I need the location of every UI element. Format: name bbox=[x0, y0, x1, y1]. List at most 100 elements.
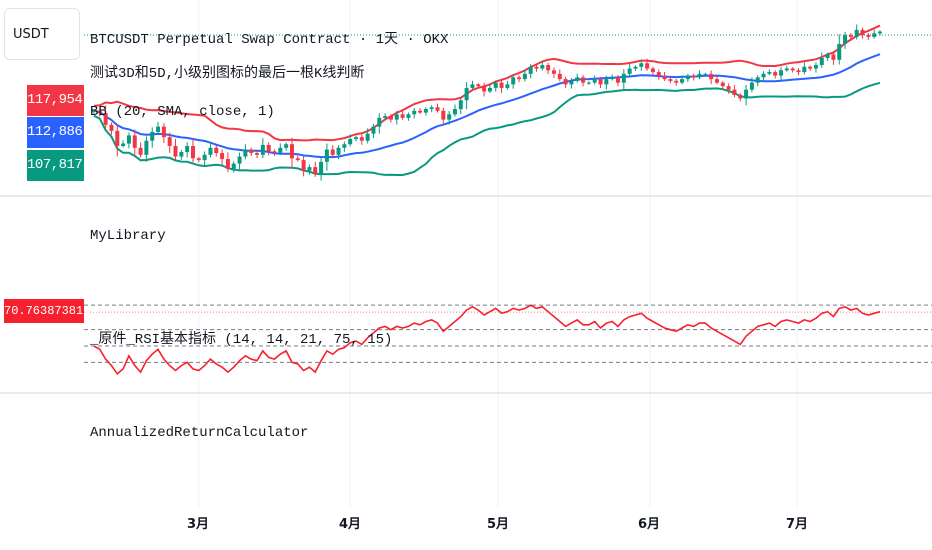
candle-body bbox=[557, 73, 562, 80]
candle-body bbox=[866, 35, 871, 37]
candle-body bbox=[831, 54, 836, 60]
candle-body bbox=[685, 75, 690, 80]
candle-body bbox=[307, 167, 312, 171]
candle-body bbox=[138, 147, 143, 155]
candle-body bbox=[732, 89, 737, 95]
candle-body bbox=[132, 135, 137, 148]
candle-body bbox=[691, 75, 696, 78]
candle-body bbox=[714, 79, 719, 83]
candle-body bbox=[109, 124, 114, 131]
candle-body bbox=[551, 70, 556, 74]
candle-body bbox=[575, 77, 580, 81]
x-tick-label: 5月 bbox=[487, 517, 510, 532]
candle-body bbox=[447, 114, 452, 120]
candle-body bbox=[260, 144, 265, 155]
bb-basis-line bbox=[93, 53, 881, 159]
grid-lines bbox=[198, 0, 798, 508]
candle-body bbox=[674, 80, 679, 83]
candle-body bbox=[755, 77, 760, 83]
bb-lower-line bbox=[93, 81, 881, 176]
candle-body bbox=[697, 73, 702, 78]
candle-body bbox=[418, 110, 423, 113]
candle-body bbox=[680, 79, 685, 83]
currency-button[interactable]: USDT bbox=[4, 8, 80, 60]
candle-body bbox=[540, 65, 545, 69]
candle-body bbox=[627, 68, 632, 74]
chart-title[interactable]: BTCUSDT Perpetual Swap Contract · 1天 · O… bbox=[90, 32, 449, 48]
candle-body bbox=[645, 63, 650, 69]
candle-body bbox=[639, 63, 644, 67]
candle-body bbox=[808, 66, 813, 69]
candle-body bbox=[476, 84, 481, 87]
candle-body bbox=[92, 110, 96, 112]
candle-body bbox=[150, 131, 155, 141]
candle-body bbox=[377, 117, 382, 127]
candle-body bbox=[592, 79, 597, 83]
candle-body bbox=[371, 126, 376, 134]
bb-legend[interactable]: BB (20, SMA, close, 1) bbox=[90, 104, 275, 120]
candle-body bbox=[703, 73, 708, 75]
indicator-note[interactable]: 测试3D和5D,小级别图标的最后一根K线判断 bbox=[90, 66, 365, 82]
candle-body bbox=[738, 94, 743, 99]
rsi-value-badge: 70.7638738114 bbox=[4, 299, 98, 323]
candle-body bbox=[423, 109, 428, 113]
candle-body bbox=[406, 114, 411, 118]
candle-body bbox=[144, 140, 149, 155]
x-tick-label: 6月 bbox=[638, 517, 661, 532]
candle-body bbox=[511, 77, 516, 85]
candle-body bbox=[790, 68, 795, 71]
library-pane-label[interactable]: MyLibrary bbox=[90, 228, 166, 244]
rsi-pane-label[interactable]: _原件_RSI基本指标 (14, 14, 21, 75, 15) bbox=[90, 332, 393, 348]
candle-body bbox=[569, 80, 574, 85]
candle-body bbox=[726, 86, 731, 90]
candle-body bbox=[272, 151, 277, 153]
candle-body bbox=[249, 149, 254, 154]
candle-body bbox=[767, 72, 772, 74]
annualized-pane-label[interactable]: AnnualizedReturnCalculator bbox=[90, 425, 309, 441]
candle-body bbox=[517, 77, 522, 80]
candle-body bbox=[365, 133, 370, 141]
candle-body bbox=[493, 82, 498, 88]
candle-body bbox=[121, 143, 126, 146]
candle-body bbox=[528, 66, 533, 74]
candle-body bbox=[522, 73, 527, 80]
candle-body bbox=[650, 68, 655, 73]
candle-body bbox=[429, 107, 434, 110]
candle-body bbox=[202, 154, 207, 161]
candle-body bbox=[342, 144, 347, 148]
candle-body bbox=[656, 72, 661, 76]
candle-body bbox=[156, 126, 161, 132]
candle-body bbox=[662, 75, 667, 80]
candle-body bbox=[616, 77, 620, 83]
rsi-line bbox=[93, 304, 881, 375]
candle-body bbox=[598, 79, 603, 85]
candle-body bbox=[773, 72, 778, 76]
candle-body bbox=[220, 153, 225, 160]
candle-body bbox=[784, 68, 789, 71]
candle-body bbox=[848, 35, 853, 37]
candle-body bbox=[563, 79, 568, 85]
candle-body bbox=[720, 82, 725, 87]
candle-body bbox=[179, 151, 184, 157]
candle-body bbox=[534, 66, 539, 69]
bollinger-bands bbox=[93, 24, 881, 176]
candle-body bbox=[749, 82, 754, 90]
candle-body bbox=[621, 73, 626, 83]
candle-body bbox=[190, 146, 195, 159]
candle-body bbox=[872, 33, 877, 37]
x-tick-label: 3月 bbox=[187, 517, 210, 532]
candle-body bbox=[348, 138, 353, 145]
candle-body bbox=[336, 147, 341, 155]
candle-body bbox=[394, 114, 399, 120]
candle-body bbox=[860, 29, 865, 36]
candle-body bbox=[301, 160, 306, 171]
candle-body bbox=[225, 159, 230, 169]
candle-body bbox=[825, 54, 830, 58]
candle-body bbox=[441, 110, 446, 120]
candle-body bbox=[388, 116, 393, 120]
candle-body bbox=[668, 79, 673, 81]
candle-body bbox=[843, 35, 848, 44]
bb-basis-price-badge: 112,886.0 bbox=[27, 117, 99, 148]
candle-body bbox=[97, 110, 102, 114]
